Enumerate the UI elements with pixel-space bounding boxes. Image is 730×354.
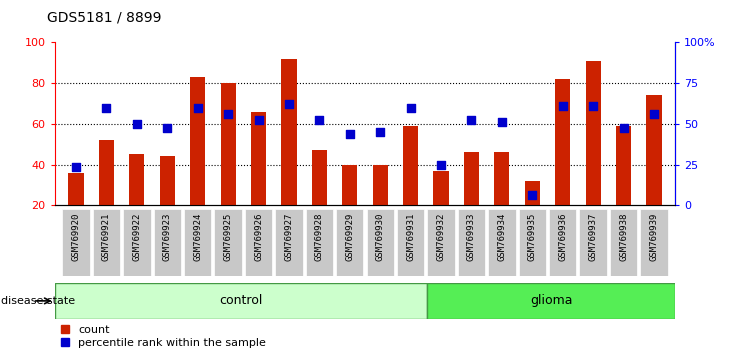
Point [466, 117, 477, 123]
Point [283, 101, 295, 107]
Bar [281, 59, 296, 205]
Point [70, 164, 82, 170]
Point [223, 111, 234, 116]
Bar [190, 77, 205, 205]
Text: GSM769920: GSM769920 [72, 212, 80, 261]
FancyBboxPatch shape [306, 209, 333, 276]
Text: GSM769929: GSM769929 [345, 212, 354, 261]
FancyBboxPatch shape [245, 209, 272, 276]
Point [161, 125, 173, 131]
Bar [434, 171, 449, 205]
Text: GSM769922: GSM769922 [132, 212, 142, 261]
Bar [616, 126, 631, 205]
FancyBboxPatch shape [366, 209, 394, 276]
Point [435, 162, 447, 167]
Text: GSM769932: GSM769932 [437, 212, 445, 261]
FancyBboxPatch shape [93, 209, 120, 276]
Bar [69, 173, 84, 205]
Bar [525, 181, 540, 205]
FancyBboxPatch shape [488, 209, 515, 276]
FancyBboxPatch shape [397, 209, 424, 276]
Text: GSM769935: GSM769935 [528, 212, 537, 261]
Bar [427, 283, 675, 319]
Point [344, 131, 356, 137]
Legend: count, percentile rank within the sample: count, percentile rank within the sample [61, 325, 266, 348]
Text: GSM769939: GSM769939 [650, 212, 658, 261]
Bar [99, 140, 114, 205]
FancyBboxPatch shape [184, 209, 212, 276]
Point [192, 105, 204, 110]
Point [526, 192, 538, 198]
Text: glioma: glioma [530, 295, 572, 307]
Bar [129, 154, 145, 205]
Bar [403, 126, 418, 205]
FancyBboxPatch shape [123, 209, 150, 276]
FancyBboxPatch shape [518, 209, 546, 276]
Text: GSM769927: GSM769927 [285, 212, 293, 261]
FancyBboxPatch shape [458, 209, 485, 276]
Text: disease state: disease state [1, 296, 75, 306]
Bar [251, 112, 266, 205]
FancyBboxPatch shape [153, 209, 181, 276]
Text: control: control [219, 295, 263, 307]
Point [405, 105, 417, 110]
Text: GSM769933: GSM769933 [467, 212, 476, 261]
Point [496, 119, 508, 125]
FancyBboxPatch shape [580, 209, 607, 276]
Bar [342, 165, 358, 205]
Bar [646, 96, 661, 205]
Point [557, 103, 569, 108]
Text: GSM769928: GSM769928 [315, 212, 324, 261]
Text: GSM769925: GSM769925 [223, 212, 233, 261]
Bar [312, 150, 327, 205]
Text: GSM769931: GSM769931 [406, 212, 415, 261]
Text: GSM769937: GSM769937 [588, 212, 598, 261]
Text: GSM769936: GSM769936 [558, 212, 567, 261]
Text: GSM769930: GSM769930 [376, 212, 385, 261]
Point [253, 117, 264, 123]
Point [587, 103, 599, 108]
Bar [555, 79, 570, 205]
Text: GSM769923: GSM769923 [163, 212, 172, 261]
Text: GSM769921: GSM769921 [102, 212, 111, 261]
Text: GSM769924: GSM769924 [193, 212, 202, 261]
FancyBboxPatch shape [610, 209, 637, 276]
Point [648, 111, 660, 116]
Text: GDS5181 / 8899: GDS5181 / 8899 [47, 11, 162, 25]
Bar [494, 152, 510, 205]
Point [618, 125, 629, 131]
Point [131, 121, 143, 127]
Bar [464, 152, 479, 205]
Point [374, 129, 386, 135]
Point [101, 105, 112, 110]
Bar [372, 165, 388, 205]
Text: GSM769926: GSM769926 [254, 212, 263, 261]
Text: GSM769934: GSM769934 [497, 212, 507, 261]
Bar [160, 156, 175, 205]
FancyBboxPatch shape [640, 209, 668, 276]
FancyBboxPatch shape [549, 209, 577, 276]
FancyBboxPatch shape [427, 209, 455, 276]
Text: GSM769938: GSM769938 [619, 212, 628, 261]
FancyBboxPatch shape [275, 209, 303, 276]
FancyBboxPatch shape [215, 209, 242, 276]
Bar [585, 61, 601, 205]
FancyBboxPatch shape [62, 209, 90, 276]
Bar [220, 83, 236, 205]
FancyBboxPatch shape [336, 209, 364, 276]
Bar [55, 283, 427, 319]
Point [314, 117, 326, 123]
